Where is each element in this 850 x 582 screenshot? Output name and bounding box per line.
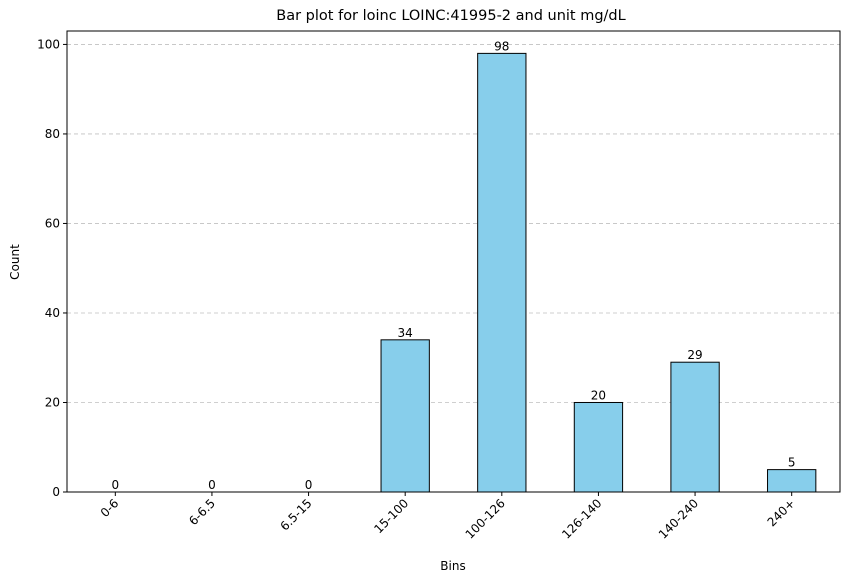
bars (380, 52, 817, 493)
y-tick-label: 0 (52, 485, 60, 499)
bar (573, 401, 624, 493)
x-tick-label: 6.5-15 (277, 496, 314, 533)
bar-value-label: 0 (111, 478, 119, 492)
bar-value-label: 34 (398, 326, 413, 340)
y-tick-label: 20 (45, 395, 60, 409)
x-axis-ticks: 0-6 6-6.5 6.5-15 15-100 100-126 126-140 140-24… (98, 492, 798, 542)
plot-frame (66, 30, 841, 493)
x-tick-label: 126-140 (559, 496, 604, 541)
bar-value-label: 5 (788, 456, 796, 470)
x-tick-label: 240+ (765, 496, 798, 529)
x-tick-label: 140-240 (656, 496, 701, 541)
y-tick-label: 60 (45, 216, 60, 230)
x-tick-label: 0-6 (98, 496, 122, 520)
x-axis-label: Bins (440, 559, 465, 573)
x-tick-label: 15-100 (371, 496, 411, 536)
y-axis-label: Count (8, 244, 22, 280)
y-tick-label: 80 (45, 127, 60, 141)
bar (380, 339, 430, 493)
chart-title: Bar plot for loinc LOINC:41995-2 and uni… (276, 8, 625, 24)
bar-value-label: 98 (494, 39, 509, 53)
x-tick-label: 6-6.5 (186, 496, 218, 528)
y-axis-ticks: 0 20 40 60 80 100 (37, 37, 67, 499)
bar-value-label: 0 (305, 478, 313, 492)
bar-value-label: 20 (591, 388, 606, 402)
grid-lines (67, 44, 840, 493)
bar-value-label: 0 (208, 478, 216, 492)
data-labels: 0 0 0 34 98 20 29 5 (111, 39, 795, 492)
bar-value-label: 29 (687, 348, 702, 362)
x-tick-label: 100-126 (463, 496, 508, 541)
bar (670, 361, 720, 493)
bar (477, 52, 527, 493)
y-tick-label: 40 (45, 306, 60, 320)
y-tick-label: 100 (37, 37, 60, 51)
bar (767, 469, 817, 493)
